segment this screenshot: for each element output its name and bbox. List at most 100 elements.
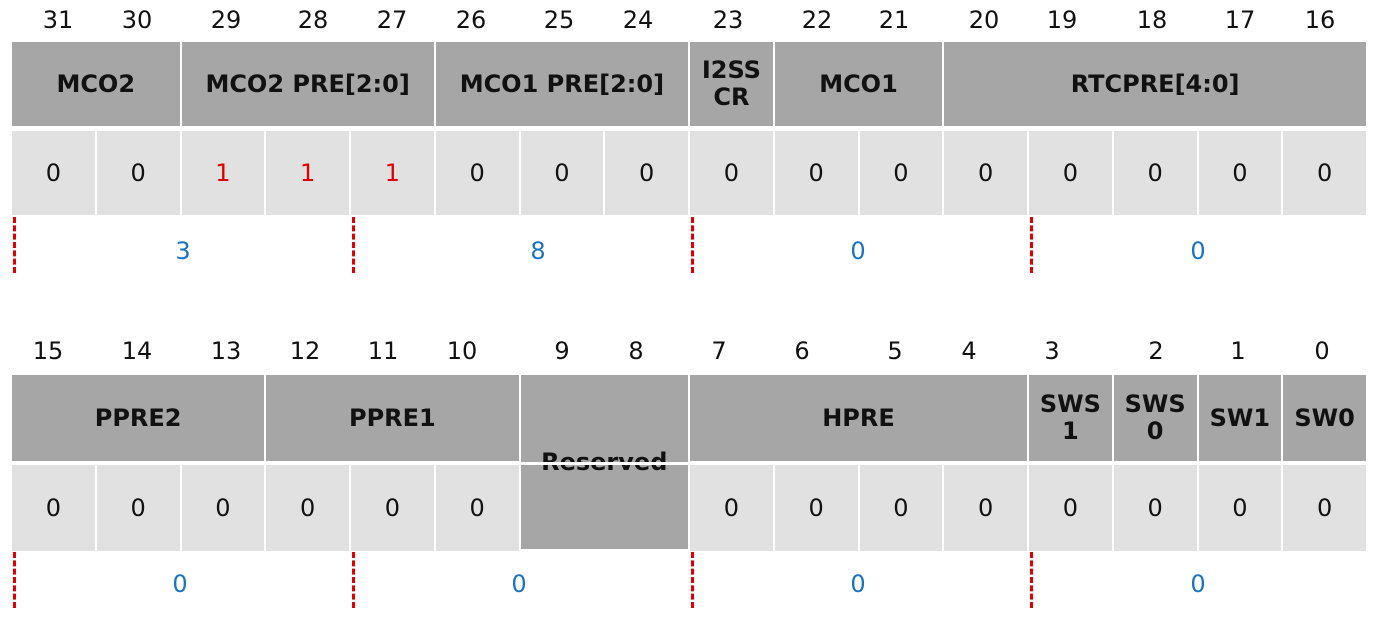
field-ppre2: PPRE2 <box>12 375 267 461</box>
nibble-hex-value: 0 <box>1190 237 1206 265</box>
bit-number: 28 <box>297 6 329 34</box>
nibble-divider <box>691 217 694 273</box>
bit-value-cell: 0 <box>774 131 860 215</box>
nibble-hex-value: 8 <box>530 237 546 265</box>
nibble-divider <box>1030 217 1033 273</box>
nibble-divider <box>1030 552 1033 608</box>
nibble-hex-value: 0 <box>511 570 527 598</box>
bit-number: 17 <box>1224 6 1256 34</box>
nibble-hex-value: 0 <box>850 570 866 598</box>
bit-number: 3 <box>1044 337 1060 365</box>
bit-number: 20 <box>968 6 1000 34</box>
field-label: MCO1 <box>819 69 898 98</box>
bit-number: 14 <box>121 337 153 365</box>
bit-value-cell: 1 <box>351 131 436 215</box>
bit-number: 0 <box>1314 337 1330 365</box>
bit-number: 22 <box>801 6 833 34</box>
field-ppre1: PPRE1 <box>266 375 521 461</box>
nibble-hex-value: 0 <box>172 570 188 598</box>
bit-number: 23 <box>712 6 744 34</box>
bit-number: 30 <box>121 6 153 34</box>
field-i2sscr: I2SS CR <box>690 42 775 126</box>
bit-value-cell: 0 <box>944 465 1029 551</box>
nibble-hex-value: 3 <box>175 237 191 265</box>
bit-number: 11 <box>367 337 399 365</box>
field-label: SWS 1 <box>1039 390 1101 445</box>
bit-value-cell: 0 <box>12 131 97 215</box>
bit-number: 4 <box>961 337 977 365</box>
bit-value-cell: 0 <box>1113 465 1199 551</box>
nibble-divider <box>352 217 355 273</box>
bit-number: 10 <box>446 337 478 365</box>
bit-number: 29 <box>210 6 242 34</box>
bit-value-cell: 0 <box>266 465 351 551</box>
bit-value-cell: 0 <box>859 465 945 551</box>
field-sw0: SW0 <box>1283 375 1368 461</box>
field-sws0: SWS 0 <box>1113 375 1199 461</box>
nibble-divider <box>691 552 694 608</box>
bit-value-cell: 0 <box>351 465 436 551</box>
bit-number: 8 <box>628 337 644 365</box>
bit-value-cell: 0 <box>181 465 267 551</box>
bit-number: 15 <box>32 337 64 365</box>
nibble-divider <box>13 552 16 608</box>
field-label: SWS 0 <box>1124 390 1186 445</box>
bit-value-cell: 0 <box>1113 131 1199 215</box>
bit-value-cell: 0 <box>520 131 606 215</box>
field-label: PPRE2 <box>94 403 182 432</box>
bit-number: 2 <box>1148 337 1164 365</box>
bit-number: 5 <box>887 337 903 365</box>
bit-number: 9 <box>554 337 570 365</box>
field-rtcpre: RTCPRE[4:0] <box>944 42 1368 126</box>
bit-number: 26 <box>455 6 487 34</box>
bit-value-cell: 0 <box>1198 465 1284 551</box>
bit-value-cell: 0 <box>96 131 182 215</box>
field-label: HPRE <box>822 403 895 432</box>
nibble-divider <box>13 217 16 273</box>
bit-value-cell: 0 <box>12 465 97 551</box>
bit-number: 7 <box>711 337 727 365</box>
bit-number: 24 <box>622 6 654 34</box>
bit-number: 13 <box>210 337 242 365</box>
bit-value-cell: 0 <box>944 131 1029 215</box>
bit-value-cell: 0 <box>1283 131 1368 215</box>
bit-number: 31 <box>42 6 74 34</box>
field-mco2-pre: MCO2 PRE[2:0] <box>181 42 436 126</box>
field-mco1-pre: MCO1 PRE[2:0] <box>435 42 690 126</box>
field-label: MCO1 PRE[2:0] <box>459 69 665 98</box>
bit-number: 1 <box>1230 337 1246 365</box>
bit-number: 18 <box>1136 6 1168 34</box>
bit-value-cell: 0 <box>1029 131 1114 215</box>
field-hpre: HPRE <box>690 375 1029 461</box>
header-divider <box>12 462 1368 465</box>
bit-value-cell: 0 <box>96 465 182 551</box>
bit-value-cell: 0 <box>435 465 521 551</box>
field-label: SW0 <box>1294 403 1355 432</box>
field-mco1: MCO1 <box>774 42 945 126</box>
field-label: I2SS CR <box>701 56 761 111</box>
nibble-divider <box>352 552 355 608</box>
bit-number: 25 <box>543 6 575 34</box>
field-label: PPRE1 <box>348 403 436 432</box>
header-divider <box>12 127 1368 130</box>
field-mco2: MCO2 <box>12 42 182 126</box>
bit-value-cell: 0 <box>435 131 521 215</box>
bit-value-cell: 0 <box>605 131 690 215</box>
field-label: RTCPRE[4:0] <box>1070 69 1240 98</box>
bit-number: 19 <box>1046 6 1078 34</box>
bit-value-cell: 0 <box>690 131 775 215</box>
bit-value-cell: 1 <box>181 131 267 215</box>
bit-number: 27 <box>376 6 408 34</box>
bit-number: 21 <box>878 6 910 34</box>
field-sws1: SWS 1 <box>1029 375 1114 461</box>
bit-number: 6 <box>794 337 810 365</box>
field-label: MCO2 <box>56 69 136 98</box>
bit-value-cell: 0 <box>690 465 775 551</box>
bit-value-cell: 0 <box>1283 465 1368 551</box>
bit-number: 12 <box>289 337 321 365</box>
nibble-hex-value: 0 <box>1190 570 1206 598</box>
field-label: SW1 <box>1209 403 1271 432</box>
field-sw1: SW1 <box>1198 375 1284 461</box>
bit-number: 16 <box>1304 6 1336 34</box>
